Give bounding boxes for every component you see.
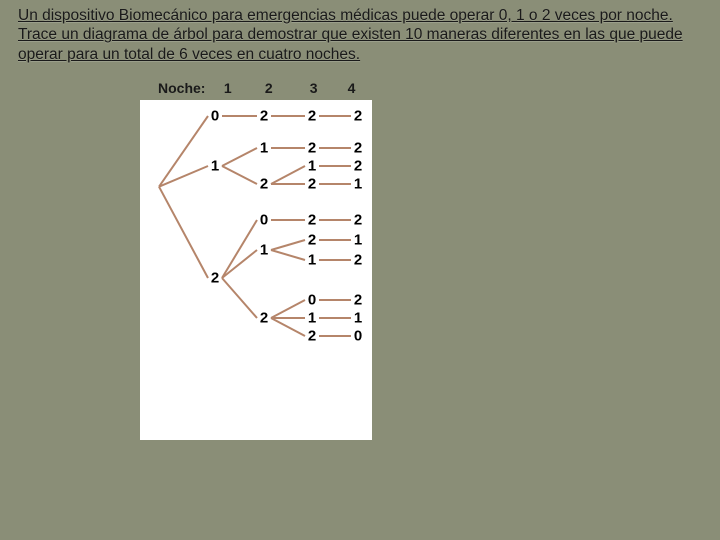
header-col-4: 4 — [337, 80, 367, 96]
tree-node: 0 — [260, 212, 268, 229]
tree-node: 2 — [308, 176, 316, 193]
tree-node: 0 — [308, 292, 316, 309]
tree-node: 2 — [308, 232, 316, 249]
tree-node: 1 — [211, 158, 219, 175]
tree-node: 2 — [354, 108, 362, 125]
tree-node: 2 — [308, 328, 316, 345]
tree-node: 2 — [260, 108, 268, 125]
header-col-1: 1 — [224, 80, 243, 96]
tree-node: 1 — [354, 232, 362, 249]
tree-node: 0 — [354, 328, 362, 345]
problem-statement: Un dispositivo Biomecánico para emergenc… — [0, 0, 720, 72]
tree-node: 1 — [354, 176, 362, 193]
tree-node: 1 — [260, 242, 268, 259]
tree-node: 2 — [308, 212, 316, 229]
tree-node: 1 — [308, 310, 316, 327]
tree-edges — [140, 100, 372, 440]
header-col-3: 3 — [295, 80, 333, 96]
tree-node: 2 — [308, 108, 316, 125]
tree-node: 2 — [354, 140, 362, 157]
column-header-row: Noche: 1 2 3 4 — [158, 80, 720, 96]
tree-node: 2 — [354, 252, 362, 269]
tree-node: 1 — [260, 140, 268, 157]
tree-node: 2 — [211, 270, 219, 287]
tree-node: 0 — [211, 108, 219, 125]
tree-node: 2 — [260, 176, 268, 193]
tree-node: 2 — [354, 158, 362, 175]
header-col-2: 2 — [247, 80, 291, 96]
tree-node: 2 — [260, 310, 268, 327]
tree-diagram: 02221122212212022121122021120 — [140, 100, 372, 440]
tree-node: 2 — [354, 212, 362, 229]
tree-node: 2 — [354, 292, 362, 309]
tree-node: 1 — [354, 310, 362, 327]
tree-node: 1 — [308, 252, 316, 269]
tree-node: 1 — [308, 158, 316, 175]
header-prefix: Noche: — [158, 80, 220, 96]
tree-node: 2 — [308, 140, 316, 157]
